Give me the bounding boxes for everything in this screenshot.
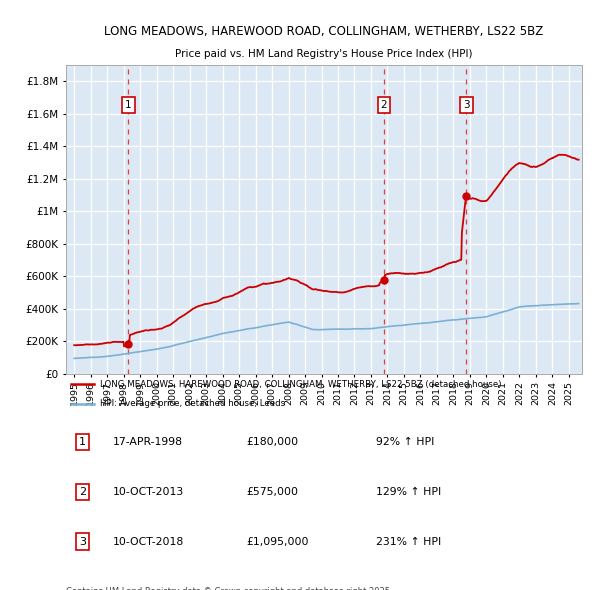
Text: LONG MEADOWS, HAREWOOD ROAD, COLLINGHAM, WETHERBY, LS22 5BZ (detached house): LONG MEADOWS, HAREWOOD ROAD, COLLINGHAM,… bbox=[100, 380, 501, 389]
Text: 92% ↑ HPI: 92% ↑ HPI bbox=[376, 437, 434, 447]
Text: 129% ↑ HPI: 129% ↑ HPI bbox=[376, 487, 441, 497]
Text: 10-OCT-2018: 10-OCT-2018 bbox=[112, 537, 184, 547]
Text: 3: 3 bbox=[79, 537, 86, 547]
Text: 231% ↑ HPI: 231% ↑ HPI bbox=[376, 537, 441, 547]
Text: £1,095,000: £1,095,000 bbox=[247, 537, 309, 547]
Text: 10-OCT-2013: 10-OCT-2013 bbox=[112, 487, 184, 497]
Text: 1: 1 bbox=[125, 100, 132, 110]
Text: 2: 2 bbox=[79, 487, 86, 497]
Text: 3: 3 bbox=[463, 100, 470, 110]
Text: Contains HM Land Registry data © Crown copyright and database right 2025.
This d: Contains HM Land Registry data © Crown c… bbox=[66, 586, 392, 590]
Text: 2: 2 bbox=[380, 100, 387, 110]
Text: £180,000: £180,000 bbox=[247, 437, 299, 447]
Text: LONG MEADOWS, HAREWOOD ROAD, COLLINGHAM, WETHERBY, LS22 5BZ: LONG MEADOWS, HAREWOOD ROAD, COLLINGHAM,… bbox=[104, 25, 544, 38]
Text: HPI: Average price, detached house, Leeds: HPI: Average price, detached house, Leed… bbox=[100, 399, 284, 408]
Text: Price paid vs. HM Land Registry's House Price Index (HPI): Price paid vs. HM Land Registry's House … bbox=[175, 48, 473, 58]
Text: 1: 1 bbox=[79, 437, 86, 447]
Text: 17-APR-1998: 17-APR-1998 bbox=[112, 437, 182, 447]
Text: £575,000: £575,000 bbox=[247, 487, 299, 497]
